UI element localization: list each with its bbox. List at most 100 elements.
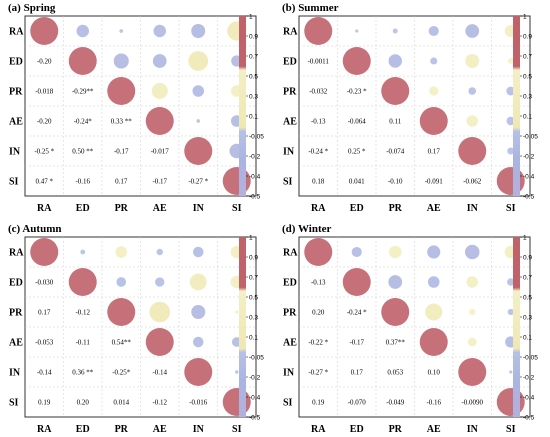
correlation-circle [115, 246, 128, 258]
column-label: IN [193, 203, 205, 214]
correlation-circle [153, 24, 167, 38]
correlation-circle [145, 328, 174, 356]
correlation-value: -0.12 [152, 399, 167, 407]
correlation-value: -0.018 [35, 88, 54, 96]
colorbar-tick-label: -0.2 [523, 153, 535, 160]
correlation-value: 0.053 [387, 369, 403, 377]
correlation-circle [506, 86, 516, 96]
correlation-value: -0.13 [311, 279, 326, 287]
correlation-circle [458, 358, 487, 386]
row-label: ED [283, 278, 297, 289]
correlation-value: 0.50 ** [72, 148, 94, 156]
row-label: AE [9, 338, 23, 349]
correlation-value: -0.27 * [308, 369, 328, 377]
row-label: SI [9, 398, 19, 409]
colorbar-tick-label: -0.4 [249, 394, 261, 401]
correlation-circle [469, 308, 476, 316]
colorbar-tick-label: 0.3 [523, 93, 532, 100]
correlation-circle [119, 29, 124, 33]
correlation-value: -0.074 [386, 148, 405, 156]
correlation-value: 0.11 [389, 118, 401, 126]
correlation-value: 0.54** [112, 339, 132, 347]
row-label: RA [283, 248, 298, 259]
correlation-circle [425, 303, 443, 321]
correlation-circle [149, 301, 171, 323]
column-label: RA [311, 203, 326, 214]
colorbar-tick-label: 0.5 [523, 294, 532, 301]
row-label: SI [9, 177, 19, 188]
colorbar-tick-label: 0.7 [249, 274, 258, 281]
correlation-value: -0.17 [114, 148, 129, 156]
correlation-circle [222, 167, 251, 195]
row-label: RA [9, 248, 24, 259]
colorbar-tick-label: 1 [249, 13, 253, 20]
correlation-value: -0.0090 [461, 399, 483, 407]
correlation-circle [507, 58, 514, 64]
correlation-circle [381, 298, 410, 326]
correlation-circle [193, 246, 204, 258]
colorbar-tick-label: 0.5 [249, 73, 258, 80]
correlation-circle [466, 115, 479, 127]
correlation-circle [465, 24, 480, 38]
correlation-circle [68, 47, 97, 75]
row-label: AE [9, 117, 23, 128]
correlation-circle [467, 337, 477, 347]
correlation-value: -0.25 * [34, 148, 54, 156]
correlation-value: 0.25 * [348, 148, 366, 156]
correlation-value: -0.017 [151, 148, 170, 156]
colorbar-tick-label: -0.4 [523, 394, 535, 401]
correlation-circle [388, 245, 402, 259]
row-label: ED [9, 57, 23, 68]
correlation-value: 0.17 [115, 178, 128, 186]
correlation-circle [427, 276, 440, 288]
correlation-circle [235, 310, 239, 314]
colorbar [239, 16, 246, 196]
row-label: IN [9, 368, 21, 379]
correlation-value: -0.030 [35, 279, 54, 287]
correlation-circle [509, 370, 513, 374]
colorbar-tick-label: -0.5 [523, 193, 535, 200]
column-label: IN [467, 424, 479, 435]
correlation-value: 0.19 [312, 399, 325, 407]
correlation-panel-1: (b) Summer RA RA ED ED PR PR AE AE IN IN SI SI -0.001… [282, 2, 538, 214]
colorbar-tick-label: 0.3 [249, 314, 258, 321]
column-label: RA [37, 424, 52, 435]
correlation-value: -0.070 [348, 399, 367, 407]
correlation-value: 0.33 ** [111, 118, 133, 126]
row-label: PR [9, 308, 23, 319]
correlation-panel-3: (d) Winter RA RA ED ED PR PR AE AE IN IN SI SI -0.13 0… [282, 223, 538, 435]
column-label: IN [467, 203, 479, 214]
correlation-value: -0.14 [37, 369, 52, 377]
column-label: ED [350, 424, 364, 435]
correlation-value: -0.29** [72, 88, 94, 96]
correlation-value: -0.17 [152, 178, 167, 186]
correlation-value: -0.24 * [308, 148, 328, 156]
colorbar-tick-label: 0.1 [523, 113, 532, 120]
correlation-circle [30, 17, 59, 45]
colorbar-tick-label: -0.05 [523, 133, 538, 140]
colorbar-tick-label: -0.4 [249, 173, 261, 180]
correlation-panel-0: (a) Spring RA RA ED ED PR PR AE AE IN IN SI SI -0.20 -… [8, 2, 264, 214]
correlation-circle [429, 86, 439, 96]
correlation-value: -0.091 [425, 178, 444, 186]
correlation-circle [496, 388, 525, 416]
correlation-value: -0.032 [309, 88, 328, 96]
correlation-value: -0.16 [75, 178, 90, 186]
row-label: IN [9, 147, 21, 158]
correlation-circle [76, 24, 90, 38]
row-label: ED [9, 278, 23, 289]
correlation-value: 0.041 [349, 178, 365, 186]
colorbar-tick-label: -0.5 [249, 193, 261, 200]
correlation-circle [464, 244, 480, 260]
correlation-circle [191, 305, 206, 319]
correlation-circle [419, 107, 448, 135]
panel-title: (b) Summer [282, 2, 339, 14]
colorbar-tick-label: 0.5 [249, 294, 258, 301]
column-label: AE [427, 203, 441, 214]
correlation-circle [507, 278, 515, 286]
column-label: PR [115, 424, 129, 435]
column-label: ED [76, 424, 90, 435]
colorbar-tick-label: 1 [523, 234, 527, 241]
correlation-circle [113, 53, 129, 69]
correlation-value: -0.20 [37, 118, 52, 126]
